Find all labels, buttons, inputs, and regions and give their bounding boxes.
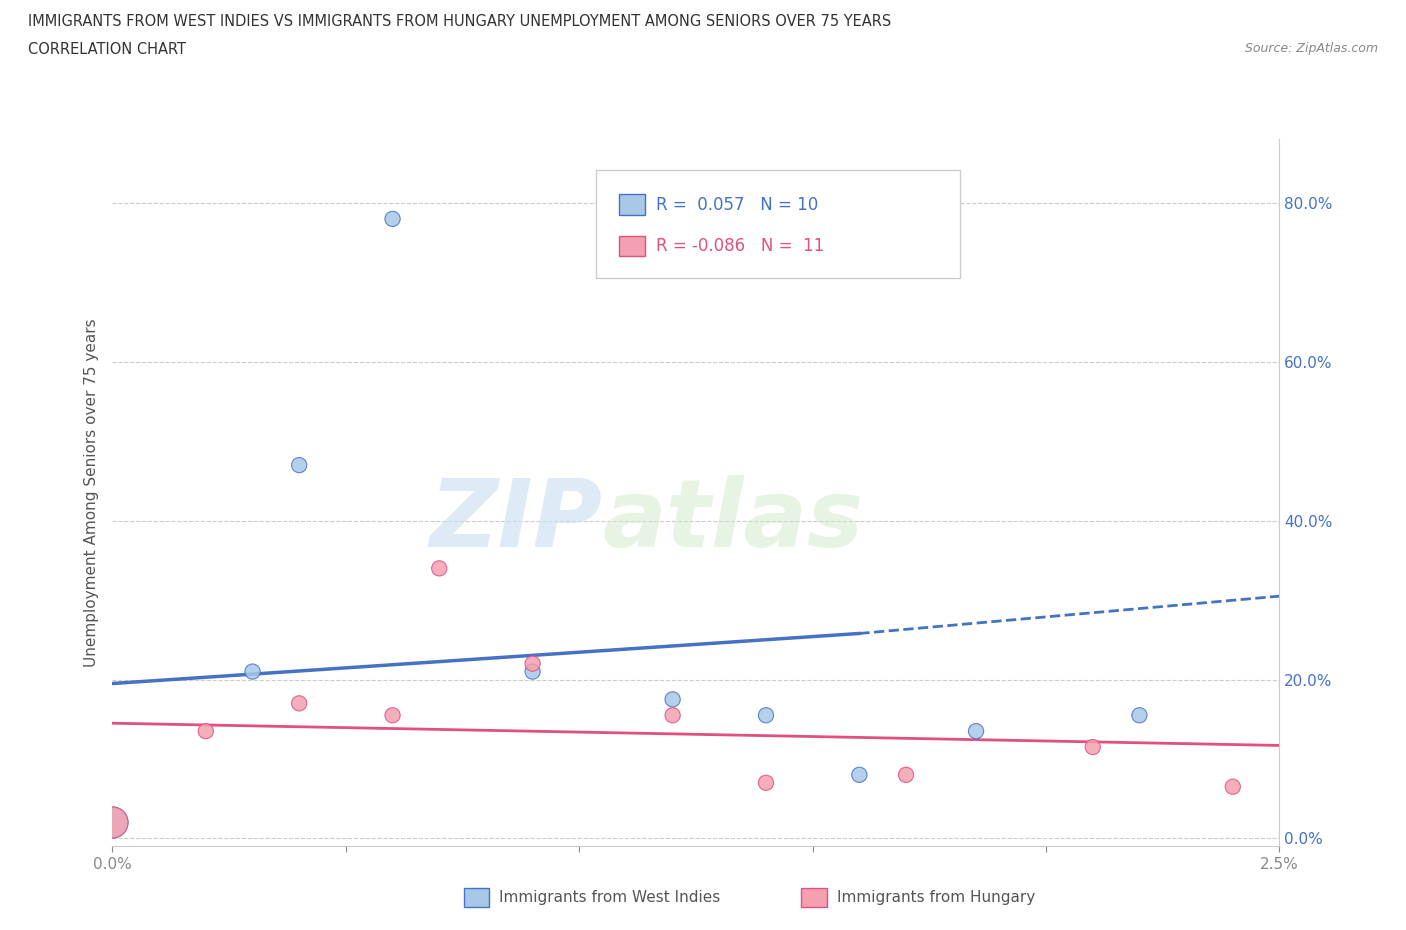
Point	[1222, 779, 1244, 794]
Point	[288, 696, 311, 711]
Text: CORRELATION CHART: CORRELATION CHART	[28, 42, 186, 57]
Point	[894, 767, 917, 782]
Point	[661, 692, 683, 707]
Point	[381, 211, 404, 226]
Point	[194, 724, 217, 738]
Point	[522, 664, 544, 679]
Point	[755, 708, 778, 723]
Point	[101, 815, 124, 830]
Point	[755, 776, 778, 790]
Point	[381, 708, 404, 723]
Point	[965, 724, 987, 738]
Text: ZIP: ZIP	[430, 475, 603, 567]
Y-axis label: Unemployment Among Seniors over 75 years: Unemployment Among Seniors over 75 years	[83, 319, 98, 667]
Point	[101, 815, 124, 830]
Text: atlas: atlas	[603, 475, 863, 567]
Point	[427, 561, 450, 576]
Point	[661, 708, 683, 723]
Text: IMMIGRANTS FROM WEST INDIES VS IMMIGRANTS FROM HUNGARY UNEMPLOYMENT AMONG SENIOR: IMMIGRANTS FROM WEST INDIES VS IMMIGRANT…	[28, 14, 891, 29]
Point	[1128, 708, 1150, 723]
Text: R =  0.057   N = 10: R = 0.057 N = 10	[657, 195, 818, 214]
Text: Source: ZipAtlas.com: Source: ZipAtlas.com	[1244, 42, 1378, 55]
Point	[848, 767, 870, 782]
Point	[522, 657, 544, 671]
Text: Immigrants from Hungary: Immigrants from Hungary	[837, 890, 1035, 905]
Point	[288, 458, 311, 472]
Text: R = -0.086   N =  11: R = -0.086 N = 11	[657, 237, 824, 255]
Point	[242, 664, 264, 679]
Text: Immigrants from West Indies: Immigrants from West Indies	[499, 890, 720, 905]
Point	[1081, 739, 1104, 754]
